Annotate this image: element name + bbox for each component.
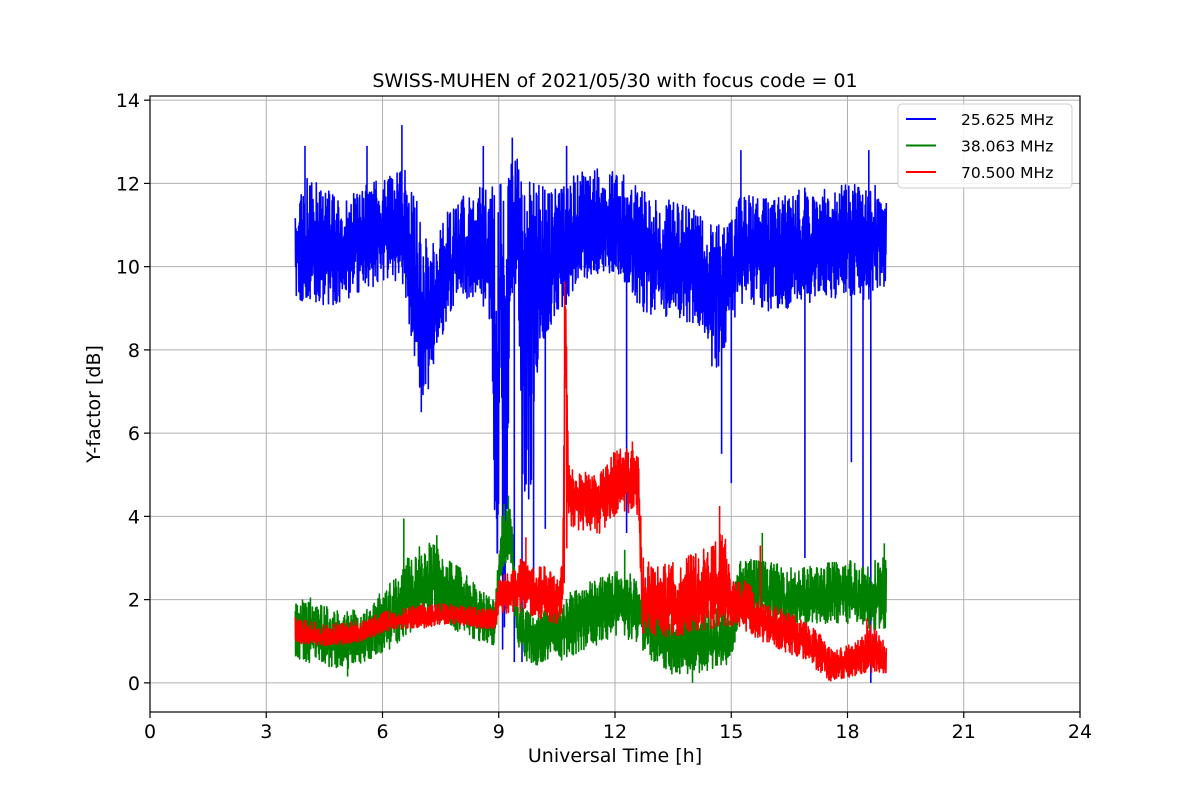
y-tick-label: 14 (116, 90, 140, 112)
y-tick-label: 10 (116, 257, 140, 279)
y-tick-label: 6 (128, 423, 140, 445)
series-line-25-625-mhz (294, 125, 888, 683)
x-tick-label: 6 (376, 721, 388, 743)
legend-label: 70.500 MHz (961, 164, 1053, 182)
x-axis-label: Universal Time [h] (528, 745, 702, 767)
plot-series (294, 125, 888, 683)
legend-box (897, 103, 1073, 189)
x-tick-label: 0 (144, 721, 156, 743)
x-tick-label: 12 (603, 721, 627, 743)
legend: 25.625 MHz 38.063 MHz 70.500 MHz (897, 103, 1073, 189)
y-tick-label: 2 (128, 590, 140, 612)
y-tick-label: 4 (128, 506, 140, 528)
x-tick-label: 3 (260, 721, 272, 743)
y-tick-label: 8 (128, 340, 140, 362)
x-tick-label: 24 (1068, 721, 1092, 743)
x-tick-label: 18 (835, 721, 859, 743)
series-line-38-063-mhz (294, 495, 888, 683)
y-axis-label: Y-factor [dB] (83, 345, 105, 464)
x-tick-label: 21 (952, 721, 976, 743)
chart-title: SWISS-MUHEN of 2021/05/30 with focus cod… (372, 70, 857, 92)
legend-label: 38.063 MHz (961, 138, 1053, 156)
series-line-70-500-mhz (294, 281, 888, 682)
legend-label: 25.625 MHz (961, 111, 1053, 129)
y-tick-label: 12 (116, 173, 140, 195)
x-tick-label: 15 (719, 721, 743, 743)
y-tick-label: 0 (128, 673, 140, 695)
x-tick-label: 9 (493, 721, 505, 743)
